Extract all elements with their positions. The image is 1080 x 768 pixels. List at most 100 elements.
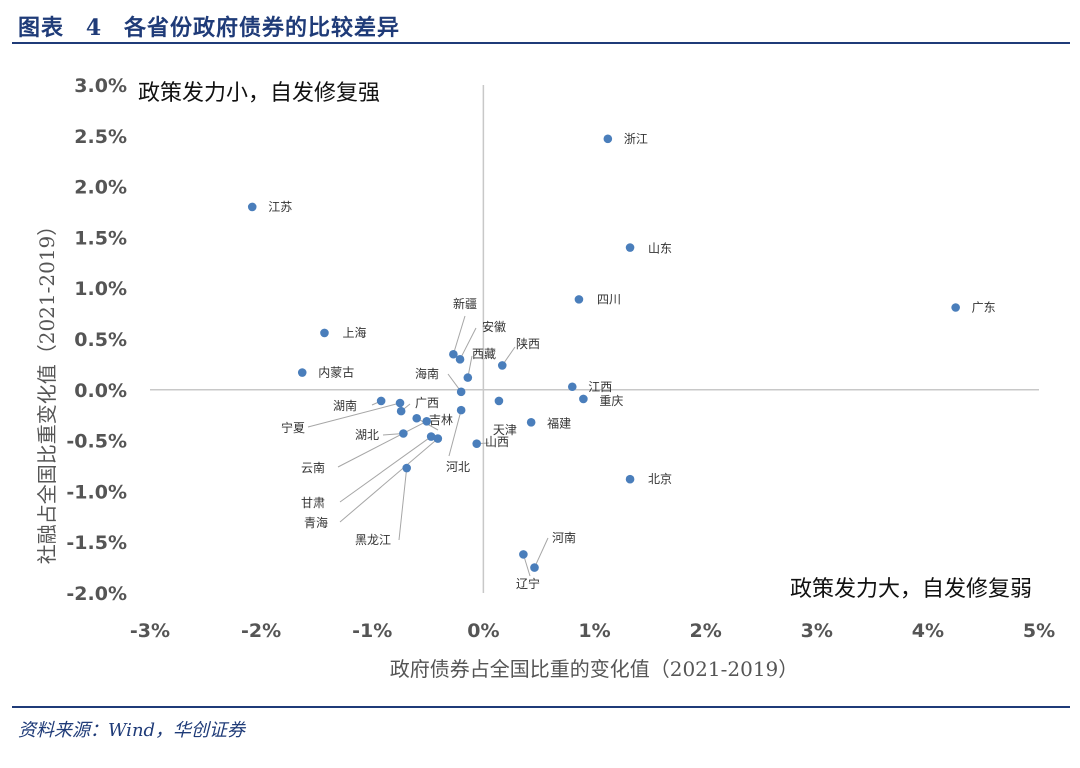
header-divider (12, 42, 1070, 44)
x-tick-label: 2% (689, 620, 721, 642)
point-label: 黑龙江 (355, 533, 391, 547)
point-label: 内蒙古 (318, 365, 354, 380)
data-point (472, 439, 482, 448)
annotation-top-left: 政策发力小，自发修复强 (138, 81, 380, 106)
point-label: 福建 (547, 415, 571, 430)
y-tick-label: -0.5% (66, 431, 127, 453)
data-point (519, 550, 528, 559)
data-point (625, 474, 635, 484)
data-point (455, 355, 465, 364)
y-tick-label: -2.0% (66, 583, 127, 605)
point-label: 安徽 (482, 319, 506, 334)
data-point (320, 328, 329, 338)
data-point (625, 243, 635, 252)
data-point (402, 463, 411, 473)
x-tick-label: -3% (130, 620, 170, 642)
data-point (526, 418, 536, 427)
y-tick-label: 1.0% (74, 278, 127, 300)
figure-number: 4 (85, 15, 103, 41)
annotation-bottom-right: 政策发力大，自发修复弱 (790, 577, 1032, 602)
x-tick-labels: -3% -2% -1% 0% 1% 2% 3% 4% 5% (130, 620, 1055, 642)
point-label: 山东 (648, 242, 672, 256)
point-label: 湖北 (355, 427, 379, 442)
data-point (574, 295, 584, 304)
figure-header: 图表 4 各省份政府债券的比较差异 (18, 10, 1068, 44)
x-tick-label: -1% (352, 620, 392, 642)
point-label: 北京 (648, 472, 672, 486)
point-label: 云南 (301, 460, 325, 475)
leader-line (339, 438, 439, 523)
point-label: 天津 (493, 423, 517, 437)
axes-layer (150, 85, 1039, 593)
x-tick-label: 1% (578, 620, 610, 642)
data-point (456, 387, 466, 397)
x-tick-label: 3% (801, 620, 833, 642)
y-tick-label: 0.0% (74, 380, 127, 402)
data-point (399, 429, 408, 438)
footer-divider (12, 706, 1070, 708)
point-label: 河北 (446, 460, 470, 474)
point-label: 江西 (588, 380, 612, 394)
data-point (567, 382, 577, 392)
data-point (951, 303, 960, 312)
y-tick-label: 1.5% (74, 227, 127, 249)
point-label: 吉林 (429, 413, 453, 427)
leader-lines (307, 315, 549, 577)
y-tick-label: 2.0% (74, 177, 127, 199)
data-point (456, 405, 466, 415)
source-note: 资料来源：Wind，华创证券 (18, 720, 246, 741)
data-point (463, 373, 473, 382)
data-point (412, 413, 422, 423)
y-tick-labels: 3.0% 2.5% 2.0% 1.5% 1.0% 0.5% 0.0% -0.5% -1.0% -1… (66, 75, 127, 605)
x-axis-title: 政府债券占全国比重的变化值（2021-2019） (390, 657, 799, 681)
point-label: 上海 (342, 325, 366, 340)
data-points (247, 134, 960, 572)
data-point (297, 368, 307, 377)
point-label: 青海 (304, 515, 328, 530)
data-point (449, 349, 458, 359)
point-label: 甘肃 (301, 496, 325, 510)
leader-line (398, 467, 408, 541)
point-label: 海南 (415, 366, 439, 381)
y-axis-title: 社融占全国比重变化值（2021-2019） (35, 216, 59, 565)
data-point (497, 361, 507, 370)
scatter-chart: -3% -2% -1% 0% 1% 2% 3% 4% 5% 3.0% 2.5% 2.0% 1.5% 1.… (35, 75, 1055, 681)
point-label: 河南 (552, 530, 576, 545)
leader-line (452, 315, 466, 355)
data-point (494, 396, 504, 406)
point-label: 山西 (485, 435, 509, 449)
point-label: 新疆 (453, 296, 477, 311)
leader-line (448, 409, 462, 457)
data-point (376, 396, 386, 406)
data-point (422, 416, 432, 426)
y-tick-label: -1.0% (66, 481, 127, 503)
data-point (579, 394, 588, 404)
point-label: 陕西 (516, 336, 540, 351)
y-tick-label: 0.5% (74, 329, 127, 351)
leader-line (459, 327, 477, 360)
x-tick-label: 0% (467, 620, 499, 642)
point-label: 广西 (415, 396, 439, 410)
point-label: 西藏 (472, 347, 496, 361)
point-label: 重庆 (599, 394, 623, 408)
point-label: 辽宁 (516, 576, 540, 591)
y-tick-label: -1.5% (66, 532, 127, 554)
point-label: 江苏 (268, 200, 292, 214)
x-tick-label: 4% (912, 620, 944, 642)
leader-line (534, 537, 549, 568)
point-label: 广东 (972, 301, 996, 315)
leader-line (337, 420, 427, 468)
leader-line (307, 402, 401, 428)
figure-label: 图表 (18, 15, 65, 41)
data-point (426, 432, 436, 441)
y-tick-label: 3.0% (74, 75, 127, 97)
data-point (247, 202, 257, 212)
data-point (396, 406, 406, 416)
data-point (433, 434, 443, 443)
y-tick-label: 2.5% (74, 126, 127, 148)
x-tick-label: -2% (241, 620, 281, 642)
data-point (530, 563, 539, 572)
point-label: 浙江 (624, 132, 648, 146)
data-point (395, 398, 405, 408)
